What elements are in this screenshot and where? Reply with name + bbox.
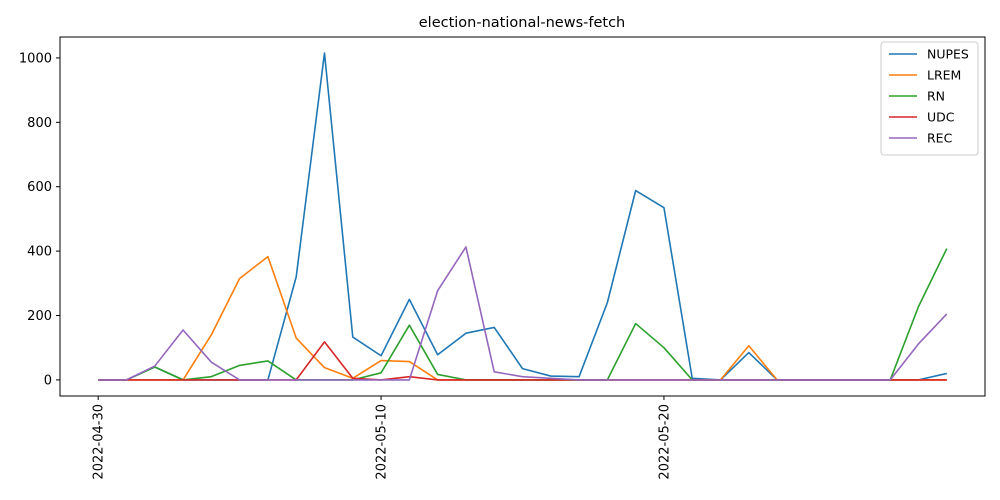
x-tick-label: 2022-05-20 — [657, 404, 672, 480]
x-tick-label: 2022-05-10 — [375, 404, 390, 480]
plot-frame — [59, 36, 986, 397]
legend-box — [880, 41, 979, 156]
x-tick-label: 2022-04-30 — [92, 404, 107, 480]
series-line-nupes — [98, 52, 947, 381]
y-tick-label: 1000 — [19, 51, 52, 66]
legend-label-nupes: NUPES — [927, 47, 969, 62]
legend-label-rec: REC — [927, 131, 953, 146]
axis-layer: 0 200 400 600 800 1000 2022-04-30 2022-05-10 202… — [19, 51, 673, 479]
y-tick-label: 200 — [27, 309, 52, 324]
legend-label-udc: UDC — [927, 110, 955, 125]
y-tick-label: 0 — [44, 373, 52, 388]
chart-title: election-national-news-fetch — [419, 15, 625, 31]
series-line-udc — [98, 341, 947, 381]
y-tick-label: 800 — [27, 116, 52, 131]
series-line-rec — [98, 246, 948, 381]
legend-label-lrem: LREM — [927, 68, 961, 83]
legend-label-rn: RN — [927, 89, 945, 104]
y-tick-label: 600 — [27, 180, 52, 195]
series-line-rn — [98, 248, 948, 381]
series-line-lrem — [98, 255, 947, 381]
y-tick-label: 400 — [27, 245, 52, 260]
series-layer — [98, 52, 948, 381]
legend: NUPES LREM RN UDC REC — [880, 41, 979, 156]
